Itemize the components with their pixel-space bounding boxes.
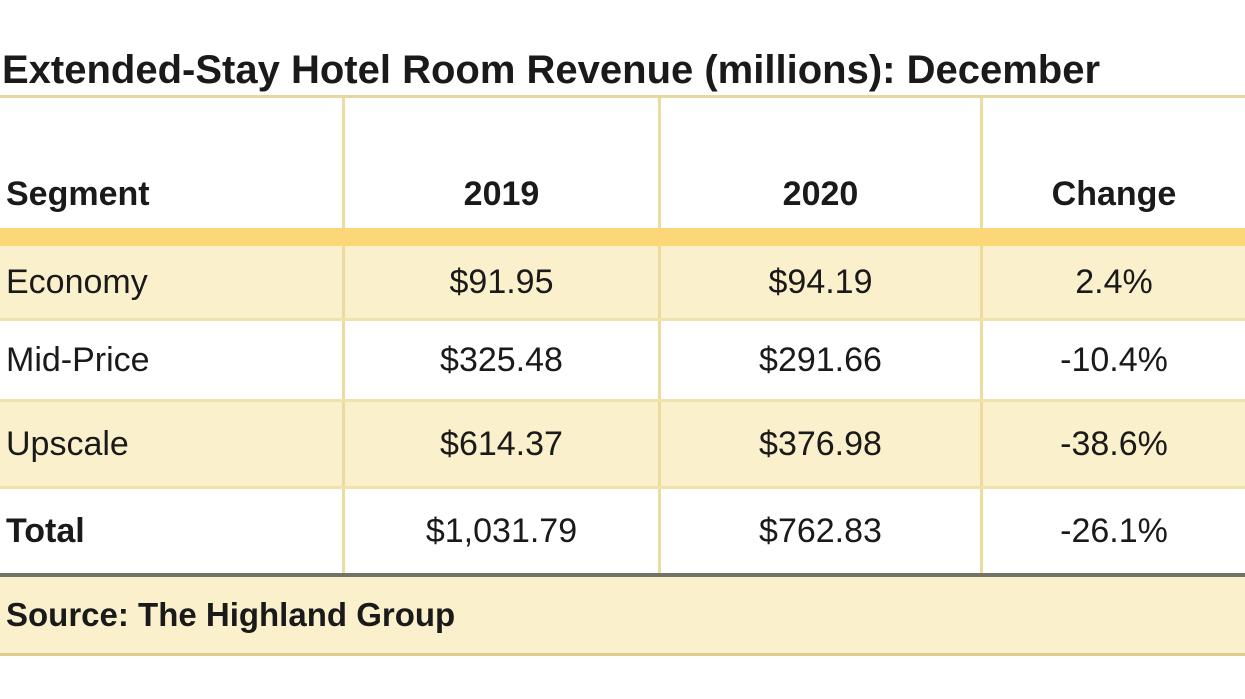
segment-cell: Upscale <box>6 424 129 463</box>
column-header-2020: 2020 <box>658 98 980 228</box>
value-2019-cell: $1,031.79 <box>342 489 658 573</box>
bottom-whitespace <box>0 656 1245 699</box>
value-2020-cell: $94.19 <box>658 246 980 318</box>
title-underline <box>0 95 1245 98</box>
change-cell: 2.4% <box>980 246 1245 318</box>
value-2019-cell: $614.37 <box>342 402 658 486</box>
value-2020-cell: $291.66 <box>658 321 980 399</box>
source-row: Source: The Highland Group <box>0 577 1245 653</box>
table-row-mid-price: Mid-Price $325.48 $291.66 -10.4% <box>0 321 1245 399</box>
table-row-economy: Economy $91.95 $94.19 2.4% <box>0 246 1245 318</box>
column-header-change: Change <box>980 98 1245 228</box>
row-separator <box>0 486 1245 489</box>
change-cell: -26.1% <box>980 489 1245 573</box>
segment-cell: Total <box>6 511 85 550</box>
table-row-total: Total $1,031.79 $762.83 -26.1% <box>0 489 1245 573</box>
page-title: Extended-Stay Hotel Room Revenue (millio… <box>2 48 1101 92</box>
value-2019-cell: $325.48 <box>342 321 658 399</box>
header-gold-band <box>0 228 1245 246</box>
source-bottom-rule <box>0 653 1245 656</box>
value-2019-cell: $91.95 <box>342 246 658 318</box>
column-header-segment: Segment <box>6 175 150 213</box>
row-separator <box>0 318 1245 321</box>
change-cell: -38.6% <box>980 402 1245 486</box>
title-area: Extended-Stay Hotel Room Revenue (millio… <box>0 0 1245 95</box>
source-note: Source: The Highland Group <box>6 596 456 633</box>
table-row-upscale: Upscale $614.37 $376.98 -38.6% <box>0 402 1245 486</box>
segment-cell: Mid-Price <box>6 340 150 379</box>
segment-cell: Economy <box>6 262 148 301</box>
value-2020-cell: $376.98 <box>658 402 980 486</box>
table-header-row: Segment 2019 2020 Change <box>0 98 1245 228</box>
total-bottom-rule <box>0 573 1245 577</box>
row-separator <box>0 399 1245 402</box>
column-header-2019: 2019 <box>342 98 658 228</box>
value-2020-cell: $762.83 <box>658 489 980 573</box>
change-cell: -10.4% <box>980 321 1245 399</box>
